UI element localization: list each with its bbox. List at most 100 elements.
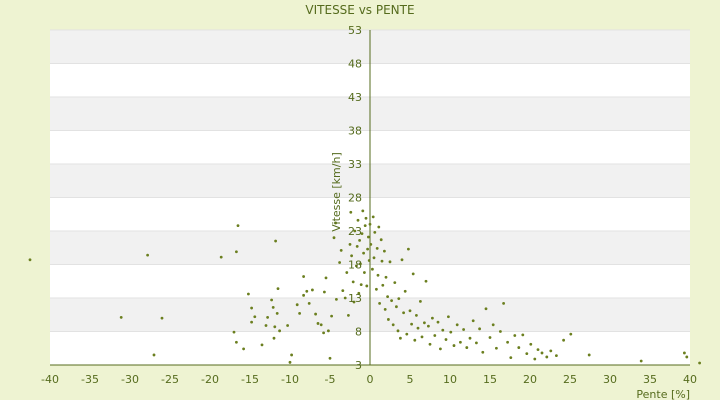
data-point xyxy=(423,321,426,325)
data-point xyxy=(359,262,362,266)
data-point xyxy=(288,360,292,364)
x-tick-label: -10 xyxy=(281,373,299,386)
chart-title: VITESSE vs PENTE xyxy=(305,3,414,17)
data-point xyxy=(391,323,395,327)
data-point xyxy=(410,322,413,326)
x-tick-label: 30 xyxy=(603,373,617,386)
data-point xyxy=(433,334,437,337)
axes xyxy=(50,30,690,366)
data-point xyxy=(369,243,373,246)
y-tick-label: 3 xyxy=(355,359,362,372)
data-point xyxy=(397,297,401,301)
data-point xyxy=(452,344,456,347)
data-point xyxy=(368,222,372,226)
data-point xyxy=(355,245,359,248)
x-tick-label: 25 xyxy=(563,373,577,386)
data-point xyxy=(502,301,505,305)
data-point xyxy=(390,299,393,303)
data-point xyxy=(338,261,341,264)
y-tick-label: 43 xyxy=(348,91,362,104)
data-point xyxy=(449,330,453,334)
data-point xyxy=(455,323,459,327)
data-point xyxy=(562,338,565,342)
data-point xyxy=(471,319,475,323)
x-tick-label: -5 xyxy=(325,373,336,386)
data-point xyxy=(146,253,150,257)
data-point xyxy=(319,323,323,327)
data-point xyxy=(468,336,472,340)
data-point xyxy=(481,350,485,354)
data-point xyxy=(275,312,279,315)
data-point xyxy=(350,254,353,258)
data-point xyxy=(250,320,254,324)
data-point xyxy=(698,361,701,365)
y-tick-label: 38 xyxy=(348,125,362,138)
data-point xyxy=(235,340,238,344)
data-point xyxy=(377,225,381,229)
data-point xyxy=(322,331,325,335)
data-point xyxy=(387,318,390,321)
data-point xyxy=(250,306,254,310)
data-point xyxy=(639,359,643,363)
x-tick-label: -15 xyxy=(241,373,259,386)
data-point xyxy=(396,329,400,333)
x-tick-label: -35 xyxy=(81,373,99,386)
data-point xyxy=(276,287,280,291)
data-point xyxy=(428,342,432,346)
data-point xyxy=(540,351,544,355)
data-point xyxy=(363,271,366,274)
data-point xyxy=(359,283,363,286)
data-point xyxy=(431,316,434,320)
data-point xyxy=(247,292,250,296)
data-point xyxy=(388,260,392,264)
data-point xyxy=(358,238,361,242)
data-point xyxy=(517,346,521,349)
data-point xyxy=(379,238,383,242)
y-tick-label: 18 xyxy=(348,259,362,272)
data-point xyxy=(375,287,378,291)
data-point xyxy=(402,311,405,315)
data-point xyxy=(235,250,238,254)
x-tick-labels: -40 -35 -30 -25 -20 -15 -10 -5 0 5 10 15 20 25 30 35 40 xyxy=(41,373,697,386)
data-point xyxy=(348,243,352,246)
data-point xyxy=(28,258,32,262)
data-point xyxy=(347,314,350,317)
data-point xyxy=(343,296,347,300)
data-point xyxy=(119,316,123,319)
data-point xyxy=(465,346,469,349)
data-point xyxy=(367,235,370,239)
data-point xyxy=(339,249,343,252)
data-point xyxy=(484,307,488,311)
data-point xyxy=(302,293,305,297)
data-point xyxy=(376,273,380,277)
x-tick-label: -25 xyxy=(161,373,179,386)
data-point xyxy=(685,355,689,359)
data-point xyxy=(381,283,385,287)
data-point xyxy=(384,275,388,279)
data-point xyxy=(356,218,360,222)
data-point xyxy=(242,347,246,351)
data-point xyxy=(335,297,338,301)
data-point xyxy=(383,249,386,253)
data-point xyxy=(509,356,513,360)
y-tick-label: 53 xyxy=(348,24,362,37)
data-point xyxy=(271,305,275,309)
data-point xyxy=(375,247,379,250)
data-point xyxy=(305,289,309,293)
data-point xyxy=(372,256,376,260)
data-point xyxy=(290,353,293,357)
x-tick-label: -30 xyxy=(121,373,139,386)
data-point xyxy=(427,324,430,328)
data-point xyxy=(330,314,333,318)
x-tick-label: 15 xyxy=(483,373,497,386)
data-point xyxy=(345,271,349,274)
data-point xyxy=(459,340,462,344)
data-point xyxy=(307,301,311,305)
y-tick-label: 8 xyxy=(355,326,362,339)
data-point xyxy=(536,348,540,351)
data-point xyxy=(160,316,164,320)
data-point xyxy=(324,276,328,280)
data-point xyxy=(444,338,448,341)
